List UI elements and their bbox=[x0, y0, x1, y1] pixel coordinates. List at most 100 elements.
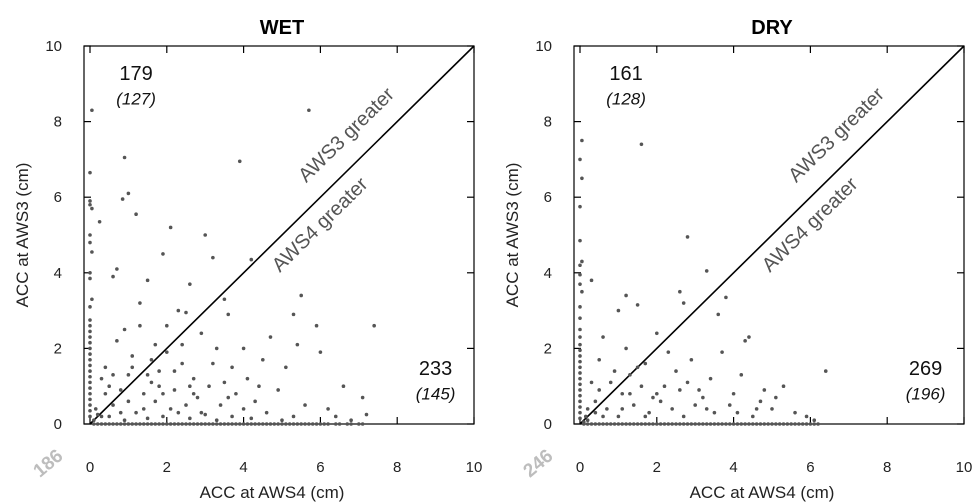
zero-line-point bbox=[635, 422, 640, 426]
data-point bbox=[92, 418, 96, 423]
data-point bbox=[138, 323, 142, 328]
data-point bbox=[685, 380, 690, 385]
x-tick-label: 4 bbox=[729, 459, 737, 476]
region-label-lower: AWS4 greater bbox=[758, 173, 863, 277]
data-point bbox=[111, 403, 115, 407]
zero-line-point bbox=[99, 422, 104, 426]
data-point bbox=[88, 340, 92, 345]
data-point bbox=[578, 388, 582, 392]
data-point bbox=[268, 335, 273, 339]
data-point bbox=[95, 412, 100, 417]
data-point bbox=[88, 357, 92, 362]
y-tick-label: 0 bbox=[544, 416, 552, 433]
data-point bbox=[165, 350, 169, 354]
zero-line-point bbox=[812, 422, 817, 426]
data-point bbox=[635, 303, 640, 307]
data-point bbox=[230, 414, 234, 419]
count-upper: 161 bbox=[609, 63, 642, 85]
data-point bbox=[681, 414, 686, 419]
data-point bbox=[585, 407, 590, 411]
zero-line-point bbox=[145, 422, 150, 426]
zero-line-point bbox=[601, 422, 605, 426]
data-point bbox=[616, 414, 621, 419]
data-point bbox=[90, 250, 94, 254]
zero-line-point bbox=[138, 422, 142, 426]
zero-count-label: 186 bbox=[30, 446, 68, 482]
data-point bbox=[191, 391, 196, 396]
data-point bbox=[234, 391, 238, 396]
data-point bbox=[107, 414, 111, 419]
zero-line-point bbox=[616, 422, 621, 426]
x-tick-label: 0 bbox=[86, 459, 94, 476]
data-point bbox=[130, 354, 135, 358]
zero-line-point bbox=[161, 422, 165, 426]
data-point bbox=[122, 327, 127, 332]
data-point bbox=[203, 412, 207, 417]
zero-line-point bbox=[303, 422, 307, 426]
data-point bbox=[257, 384, 261, 389]
data-point bbox=[130, 365, 135, 370]
data-point bbox=[195, 395, 200, 400]
zero-line-point bbox=[287, 422, 292, 426]
data-point bbox=[88, 233, 92, 237]
zero-line-point bbox=[781, 422, 786, 426]
data-point bbox=[126, 399, 131, 404]
panel-title: DRY bbox=[751, 17, 793, 39]
zero-line-point bbox=[333, 422, 338, 426]
data-point bbox=[727, 403, 732, 407]
data-point bbox=[578, 348, 582, 353]
data-point bbox=[307, 108, 311, 113]
data-point bbox=[578, 382, 582, 387]
data-point bbox=[751, 414, 755, 419]
x-tick-label: 0 bbox=[576, 459, 584, 476]
zero-line-point bbox=[724, 422, 728, 426]
zero-line-point bbox=[739, 422, 744, 426]
zero-line-point bbox=[214, 422, 219, 426]
data-point bbox=[214, 346, 219, 351]
data-point bbox=[184, 403, 188, 407]
zero-line-point bbox=[597, 422, 601, 426]
data-point bbox=[578, 376, 582, 381]
data-point bbox=[88, 374, 92, 379]
panel-wet: WET 0 2 4 6 8 10 0 2 4 6 8 10 ACC at AWS4 (cm) ACC at … bbox=[13, 17, 482, 502]
zero-line-point bbox=[716, 422, 721, 426]
data-point bbox=[303, 403, 307, 407]
data-point bbox=[149, 380, 154, 385]
data-point bbox=[643, 361, 648, 366]
data-point bbox=[134, 212, 138, 217]
data-point bbox=[157, 384, 161, 389]
zero-line-point bbox=[747, 422, 751, 426]
data-point bbox=[90, 108, 94, 113]
zero-line-point bbox=[261, 422, 265, 426]
zero-line-point bbox=[92, 422, 96, 426]
zero-line-point bbox=[797, 422, 801, 426]
data-point bbox=[666, 350, 671, 354]
count-upper: 179 bbox=[119, 63, 152, 85]
data-point bbox=[88, 170, 92, 175]
y-tick-label: 4 bbox=[54, 265, 62, 282]
zero-line-point bbox=[165, 422, 169, 426]
x-tick-label: 8 bbox=[883, 459, 891, 476]
data-point bbox=[172, 369, 177, 373]
data-point bbox=[184, 310, 188, 315]
x-tick-label: 6 bbox=[316, 459, 324, 476]
data-point bbox=[578, 305, 582, 309]
zero-line-point bbox=[593, 422, 598, 426]
data-point bbox=[115, 339, 119, 343]
data-point bbox=[88, 271, 92, 275]
data-point bbox=[360, 395, 365, 400]
data-point bbox=[168, 407, 173, 411]
one-to-one-line bbox=[89, 45, 475, 425]
data-point bbox=[712, 410, 717, 415]
zero-line-point bbox=[754, 422, 759, 426]
data-point bbox=[580, 259, 584, 264]
data-point bbox=[578, 365, 582, 370]
data-point bbox=[747, 335, 751, 339]
y-tick-label: 10 bbox=[535, 38, 552, 55]
zero-line-point bbox=[658, 422, 663, 426]
data-point bbox=[781, 384, 786, 389]
zero-line-point bbox=[130, 422, 135, 426]
data-point bbox=[762, 388, 767, 392]
zero-line-point bbox=[203, 422, 207, 426]
